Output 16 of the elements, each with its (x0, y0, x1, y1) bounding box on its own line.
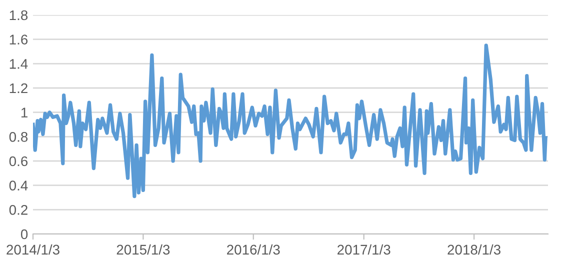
x-tick-label: 2017/1/3 (338, 244, 390, 255)
y-tick-label: 0.2 (9, 205, 28, 215)
x-tick-label: 2018/1/3 (448, 244, 500, 255)
x-tick-label: 2014/1/3 (6, 244, 60, 255)
y-tick-label: 1.8 (10, 10, 28, 20)
y-tick-label: 1.4 (10, 59, 28, 69)
y-tick-label: 1 (21, 108, 28, 118)
line-series (33, 44, 548, 198)
y-tick-label: 1.2 (10, 83, 28, 94)
y-tick-label: 0.8 (9, 132, 28, 142)
y-tick-label: 1.6 (10, 34, 28, 45)
y-tick-label: 0.4 (9, 180, 28, 191)
y-tick-label: 0.6 (9, 156, 28, 166)
x-tick-label: 2015/1/3 (116, 244, 170, 255)
x-tick-label: 2016/1/3 (227, 244, 280, 255)
y-tick-label: 0 (20, 229, 28, 240)
